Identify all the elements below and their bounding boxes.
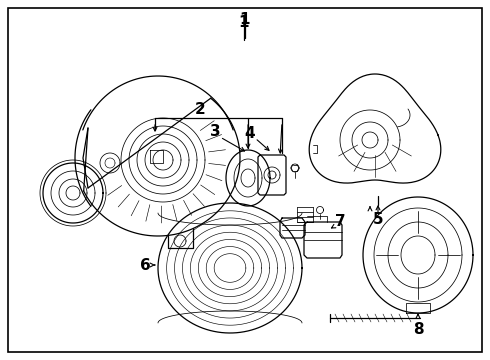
Text: 4: 4 (245, 126, 255, 140)
Text: 5: 5 (373, 212, 383, 227)
Text: 8: 8 (413, 322, 423, 337)
Text: 6: 6 (140, 257, 150, 273)
Text: 1: 1 (240, 12, 250, 27)
Text: 1: 1 (239, 15, 249, 30)
Text: 3: 3 (210, 125, 220, 139)
Text: 2: 2 (195, 103, 205, 117)
Text: 7: 7 (335, 215, 345, 230)
